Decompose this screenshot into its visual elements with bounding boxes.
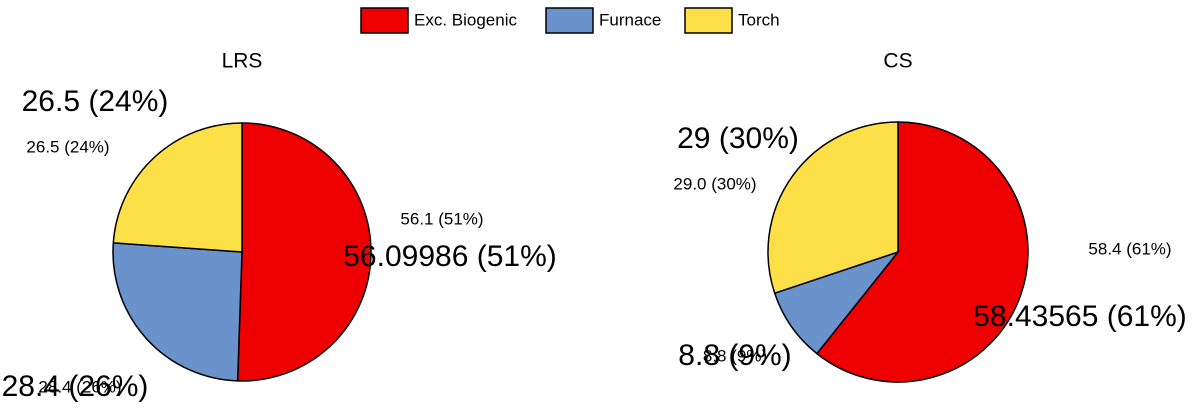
value-label: 56.1 (51%)	[400, 209, 483, 228]
chart-title: CS	[883, 50, 912, 73]
legend-label: Torch	[738, 10, 780, 29]
value-label: 26.5 (24%)	[26, 137, 109, 156]
value-label-large: 58.43565 (61%)	[973, 300, 1187, 333]
value-label-large: 56.09986 (51%)	[343, 240, 557, 273]
value-label: 8.8 (9%)	[703, 346, 767, 365]
value-label: 29.0 (30%)	[673, 174, 756, 193]
legend-swatch	[684, 7, 733, 34]
value-label-large: 29 (30%)	[677, 122, 799, 155]
legend-swatch	[360, 7, 409, 34]
value-label-large: 28.4 (26%)	[2, 370, 149, 403]
value-label-large: 26.5 (24%)	[22, 85, 169, 118]
pie-slice	[236, 122, 372, 382]
value-label: 28.4 (26%)	[38, 377, 121, 396]
legend-swatch	[545, 7, 594, 34]
value-label: 58.4 (61%)	[1088, 239, 1171, 258]
pie-slice	[767, 121, 899, 295]
legend-label: Furnace	[599, 10, 661, 29]
pie-slice	[112, 242, 243, 382]
pie-slice	[112, 122, 243, 253]
legend-label: Exc. Biogenic	[414, 10, 517, 29]
chart-title: LRS	[222, 50, 263, 73]
pie-slice	[815, 121, 1029, 383]
value-label-large: 8.8 (9%)	[678, 339, 791, 372]
